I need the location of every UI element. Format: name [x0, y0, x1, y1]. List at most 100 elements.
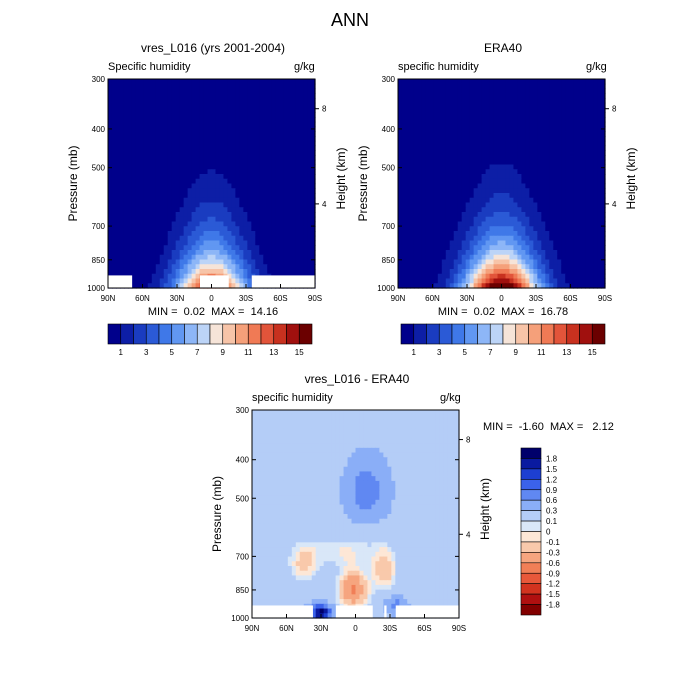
- x-tick-label: 60S: [417, 624, 431, 633]
- panel-model-title: vres_L016 (yrs 2001-2004): [140, 41, 286, 55]
- colorbar-label: 9: [221, 348, 226, 357]
- height-tick-label: 4: [322, 200, 327, 209]
- colorbar-swatch: [520, 447, 542, 459]
- panel-diff-left-label: specific humidity: [252, 392, 333, 404]
- colorbar-label: 1: [412, 348, 417, 357]
- height-tick-label: 4: [612, 200, 617, 209]
- colorbar-label: 1.5: [546, 465, 558, 474]
- colorbar-label: -1.2: [546, 580, 560, 589]
- y-tick-label: 300: [382, 75, 396, 84]
- x-tick-label: 30N: [460, 294, 475, 303]
- y-tick-label: 850: [92, 256, 106, 265]
- topography-mask: [200, 275, 229, 288]
- topography-mask: [395, 605, 459, 618]
- x-tick-label: 60S: [563, 294, 577, 303]
- x-tick-label: 90S: [452, 624, 466, 633]
- colorbar-swatch: [520, 552, 542, 564]
- y-axis-title-right: Height (km): [478, 478, 492, 540]
- colorbar-label: -1.5: [546, 590, 560, 599]
- colorbar-swatch: [520, 583, 542, 595]
- colorbar-label: -0.1: [546, 538, 560, 547]
- colorbar-swatch: [520, 593, 542, 605]
- colorbar-swatch: [145, 323, 160, 345]
- colorbar-swatch: [209, 323, 224, 345]
- colorbar-swatch: [591, 323, 606, 345]
- panel-model-minmax: MIN = 0.02 MAX = 14.16: [147, 306, 279, 318]
- topography-mask: [335, 605, 373, 618]
- colorbar-label: -0.6: [546, 559, 560, 568]
- colorbar-swatch: [540, 323, 555, 345]
- y-tick-label: 300: [236, 406, 250, 415]
- x-tick-label: 90S: [598, 294, 612, 303]
- x-tick-label: 30N: [314, 624, 329, 633]
- colorbar-swatch: [133, 323, 147, 345]
- colorbar-swatch: [222, 323, 236, 345]
- colorbar-swatch: [413, 323, 427, 345]
- y-tick-label: 400: [236, 456, 250, 465]
- topography-mask: [251, 275, 315, 288]
- colorbar-swatch: [520, 489, 542, 501]
- colorbar-swatch: [184, 323, 198, 345]
- colorbar-label: 1.2: [546, 475, 558, 484]
- colorbar-swatch: [286, 323, 300, 345]
- colorbar-label: 15: [588, 348, 597, 357]
- x-tick-label: 0: [209, 294, 214, 303]
- colorbar-label: 3: [144, 348, 149, 357]
- colorbar-label: 1.8: [546, 454, 558, 463]
- colorbar-swatch: [520, 562, 542, 574]
- panel-model-left-label: Specific humidity: [108, 61, 191, 73]
- colorbar-label: -1.8: [546, 601, 560, 610]
- colorbar-swatch: [520, 458, 542, 470]
- colorbar-swatch: [520, 479, 542, 491]
- topography-mask: [252, 605, 313, 618]
- colorbar-swatch: [528, 323, 542, 345]
- colorbar-label: -0.3: [546, 548, 560, 557]
- colorbar-swatch: [477, 323, 491, 345]
- x-tick-label: 60N: [135, 294, 150, 303]
- x-tick-label: 30S: [383, 624, 397, 633]
- x-tick-label: 30S: [239, 294, 253, 303]
- colorbar-swatch: [520, 499, 542, 511]
- heatmap-diff: [251, 409, 460, 619]
- x-tick-label: 90N: [391, 294, 406, 303]
- x-tick-label: 90N: [245, 624, 260, 633]
- colorbar-label: -0.9: [546, 569, 560, 578]
- x-tick-label: 60S: [273, 294, 287, 303]
- colorbar-label: 7: [488, 348, 493, 357]
- y-tick-label: 1000: [87, 284, 105, 293]
- colorbar-obs: 1 3 5 7 9 11 13 15: [400, 323, 606, 357]
- colorbar-swatch: [171, 323, 185, 345]
- heatmap-model: [107, 78, 316, 289]
- colorbar-swatch: [520, 572, 542, 584]
- panel-diff-axes: 300 400 500 700 850 1000 8 4 90N 60N 30N 0 30S 60S 90S…: [210, 406, 492, 633]
- topography-mask: [384, 605, 387, 618]
- y-tick-label: 500: [92, 164, 106, 173]
- panel-obs-title: ERA40: [483, 41, 523, 55]
- x-tick-label: 90N: [101, 294, 116, 303]
- colorbar-swatch: [260, 323, 275, 345]
- colorbar-swatch: [464, 323, 478, 345]
- colorbar-label: 0.9: [546, 486, 558, 495]
- colorbar-label: 13: [269, 348, 278, 357]
- x-tick-label: 60N: [279, 624, 294, 633]
- colorbar-swatch: [520, 604, 542, 616]
- x-tick-label: 30N: [170, 294, 185, 303]
- colorbar-swatch: [566, 323, 580, 345]
- colorbar-label: 0.1: [546, 517, 558, 526]
- colorbar-swatch: [515, 323, 529, 345]
- colorbar-label: 13: [562, 348, 571, 357]
- panel-model-units: g/kg: [294, 61, 315, 73]
- colorbar-swatch: [273, 323, 287, 345]
- colorbar-label: 0.6: [546, 496, 558, 505]
- y-tick-label: 300: [92, 75, 106, 84]
- x-tick-label: 0: [499, 294, 504, 303]
- colorbar-swatch: [520, 510, 542, 522]
- colorbar-label: 15: [295, 348, 304, 357]
- y-tick-label: 500: [382, 164, 396, 173]
- panel-obs-axes: 300 400 500 700 850 1000 8 4 90N 60N 30N 0 30S 60S 90S…: [356, 75, 638, 303]
- y-axis-title-right: Height (km): [624, 147, 638, 209]
- height-tick-label: 8: [466, 436, 471, 445]
- x-tick-label: 30S: [529, 294, 543, 303]
- panel-obs-units: g/kg: [586, 61, 607, 73]
